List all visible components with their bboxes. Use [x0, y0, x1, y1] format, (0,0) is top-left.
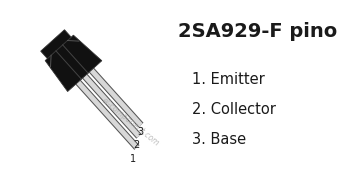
- Text: 3. Base: 3. Base: [192, 132, 246, 147]
- Text: 2: 2: [133, 140, 139, 150]
- Text: 1: 1: [130, 153, 136, 164]
- Text: 2SA929-F pinout: 2SA929-F pinout: [178, 22, 337, 41]
- Polygon shape: [41, 30, 71, 59]
- Text: el-component.com: el-component.com: [99, 96, 161, 148]
- Text: 1. Emitter: 1. Emitter: [192, 72, 265, 87]
- Polygon shape: [45, 35, 102, 92]
- Text: 2. Collector: 2. Collector: [192, 102, 276, 117]
- Text: 3: 3: [137, 127, 143, 137]
